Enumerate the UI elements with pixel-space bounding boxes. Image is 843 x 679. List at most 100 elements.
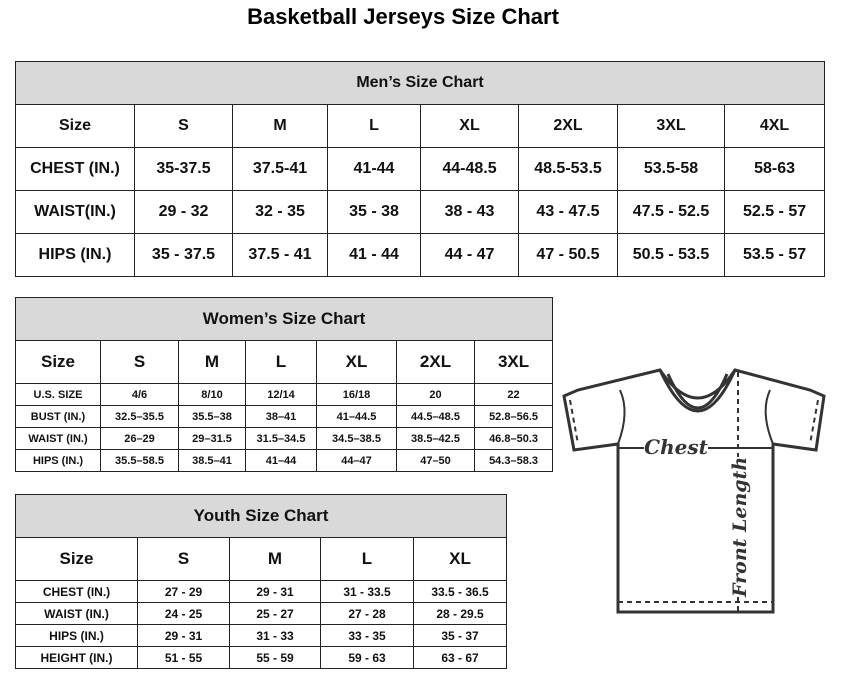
table-cell: 47 - 50.5 (518, 233, 618, 277)
column-header: S (137, 537, 230, 581)
row-label: WAIST (IN.) (15, 427, 101, 450)
column-header: XL (412, 537, 508, 581)
table-cell: 20 (396, 383, 475, 406)
table-row: HEIGHT (IN.) 51 - 55 55 - 59 59 - 63 63 - 67 (15, 646, 508, 669)
table-cell: 33.5 - 36.5 (412, 580, 508, 603)
table-cell: 35 - 38 (327, 190, 421, 234)
table-cell: 46.8–50.3 (473, 427, 554, 450)
table-cell: 52.8–56.5 (473, 405, 554, 428)
row-label: HIPS (IN.) (15, 449, 101, 472)
table-cell: 34.5–38.5 (316, 427, 397, 450)
table-cell: 48.5-53.5 (518, 147, 618, 191)
table-row: CHEST (IN.) 35-37.5 37.5-41 41-44 44-48.5 48.… (15, 147, 826, 191)
table-row: CHEST (IN.) 27 - 29 29 - 31 31 - 33.5 33.5 -… (15, 580, 508, 603)
row-label: WAIST(IN.) (15, 190, 135, 234)
mens-size-table: Men’s Size Chart Size S M L XL 2XL 3XL 4XL CHEST … (14, 61, 826, 277)
table-cell: 32.5–35.5 (100, 405, 179, 428)
table-cell: 38 - 43 (420, 190, 519, 234)
table-cell: 41–44.5 (316, 405, 397, 428)
table-title: Women’s Size Chart (14, 297, 554, 341)
table-cell: 35.5–58.5 (100, 449, 179, 472)
table-cell: 27 - 29 (137, 580, 230, 603)
row-label: BUST (IN.) (15, 405, 101, 428)
jersey-outline-icon (562, 368, 826, 614)
table-cell: 35-37.5 (134, 147, 233, 191)
table-cell: 33 - 35 (320, 624, 414, 647)
header-row: Size S M L XL 2XL 3XL 4XL (15, 104, 826, 148)
table-cell: 47–50 (396, 449, 475, 472)
column-header: S (134, 104, 233, 148)
table-cell: 52.5 - 57 (723, 190, 826, 234)
table-cell: 35.5–38 (178, 405, 246, 428)
column-header: 2XL (396, 340, 475, 384)
row-label: U.S. SIZE (15, 383, 101, 406)
column-header: XL (420, 104, 519, 148)
table-cell: 28 - 29.5 (412, 602, 508, 625)
table-cell: 29 - 32 (134, 190, 233, 234)
table-cell: 44 - 47 (420, 233, 519, 277)
table-cell: 53.5-58 (617, 147, 725, 191)
table-cell: 27 - 28 (320, 602, 414, 625)
row-label: HEIGHT (IN.) (15, 646, 138, 669)
table-cell: 63 - 67 (412, 646, 508, 669)
column-header: 3XL (617, 104, 725, 148)
table-row: HIPS (IN.) 29 - 31 31 - 33 33 - 35 35 - 37 (15, 624, 508, 647)
row-label: HIPS (IN.) (15, 624, 138, 647)
table-cell: 38.5–41 (178, 449, 246, 472)
column-header: S (100, 340, 179, 384)
column-header: 3XL (473, 340, 554, 384)
column-header: L (327, 104, 421, 148)
table-cell: 35 - 37 (412, 624, 508, 647)
table-cell: 51 - 55 (137, 646, 230, 669)
front-length-label: Front Length (729, 457, 751, 598)
table-row: WAIST(IN.) 29 - 32 32 - 35 35 - 38 38 - 43 43… (15, 190, 826, 234)
table-cell: 31 - 33 (229, 624, 321, 647)
row-label: HIPS (IN.) (15, 233, 135, 277)
chest-label: Chest (644, 435, 708, 459)
table-cell: 12/14 (245, 383, 317, 406)
table-row: WAIST (IN.) 26–29 29–31.5 31.5–34.5 34.5–38.… (15, 427, 554, 450)
column-header: XL (316, 340, 397, 384)
table-title: Men’s Size Chart (14, 61, 826, 105)
table-row: U.S. SIZE 4/6 8/10 12/14 16/18 20 22 (15, 383, 554, 406)
jersey-diagram: Chest Front Length (562, 368, 826, 614)
column-header: L (245, 340, 317, 384)
table-cell: 54.3–58.3 (473, 449, 554, 472)
header-row: Size S M L XL (15, 537, 508, 581)
table-cell: 41-44 (327, 147, 421, 191)
table-cell: 8/10 (178, 383, 246, 406)
table-cell: 25 - 27 (229, 602, 321, 625)
table-cell: 32 - 35 (232, 190, 328, 234)
column-header: M (232, 104, 328, 148)
table-cell: 26–29 (100, 427, 179, 450)
table-cell: 47.5 - 52.5 (617, 190, 725, 234)
table-cell: 43 - 47.5 (518, 190, 618, 234)
table-cell: 41 - 44 (327, 233, 421, 277)
column-header: Size (15, 104, 135, 148)
table-cell: 37.5 - 41 (232, 233, 328, 277)
column-header: Size (15, 537, 138, 581)
table-cell: 16/18 (316, 383, 397, 406)
column-header: 2XL (518, 104, 618, 148)
womens-size-table: Women’s Size Chart Size S M L XL 2XL 3XL U.S. SI… (14, 297, 554, 472)
table-cell: 37.5-41 (232, 147, 328, 191)
table-title: Youth Size Chart (14, 494, 508, 538)
table-cell: 38.5–42.5 (396, 427, 475, 450)
table-cell: 4/6 (100, 383, 179, 406)
table-cell: 58-63 (723, 147, 826, 191)
table-row: HIPS (IN.) 35 - 37.5 37.5 - 41 41 - 44 44 - … (15, 233, 826, 277)
page-title: Basketball Jerseys Size Chart (247, 4, 559, 29)
table-cell: 41–44 (245, 449, 317, 472)
table-cell: 44–47 (316, 449, 397, 472)
table-cell: 29–31.5 (178, 427, 246, 450)
table-cell: 44.5–48.5 (396, 405, 475, 428)
table-cell: 29 - 31 (137, 624, 230, 647)
table-cell: 31.5–34.5 (245, 427, 317, 450)
youth-size-table: Youth Size Chart Size S M L XL CHEST (IN.) 27 -… (14, 494, 508, 669)
table-cell: 22 (473, 383, 554, 406)
header-row: Size S M L XL 2XL 3XL (15, 340, 554, 384)
column-header: M (178, 340, 246, 384)
table-cell: 38–41 (245, 405, 317, 428)
column-header: Size (15, 340, 101, 384)
